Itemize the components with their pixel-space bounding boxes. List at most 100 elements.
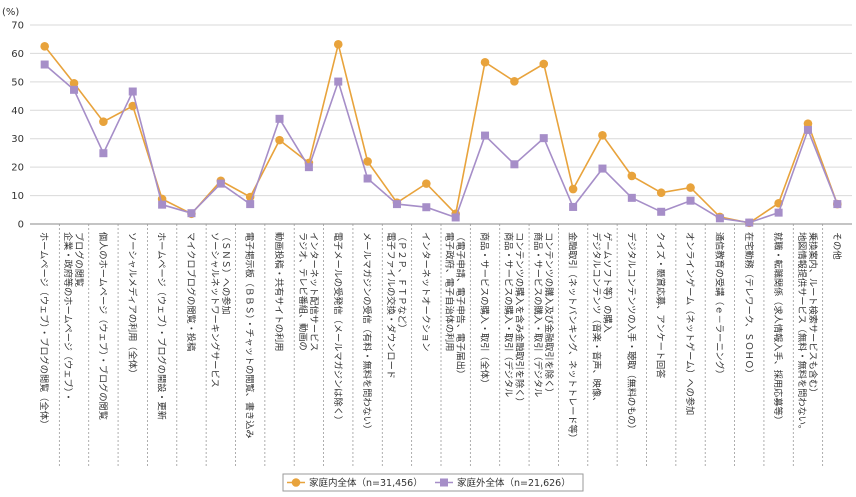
category-label: 金融取引（ネットバンキング、ネットトレード等） (567, 232, 579, 443)
category-label: 企業・政府等のホームページ（ウェブ）・ (62, 232, 74, 402)
data-point (510, 160, 519, 169)
category-label: 地図情報提供サービス（無料・無料を問わない。 (796, 232, 808, 434)
category-label: メールマガジンの受信（有料・無料を問わない） (361, 232, 373, 434)
data-point (833, 200, 842, 209)
category-label: オンラインゲーム（ネットゲーム）への参加 (684, 232, 696, 415)
data-point (627, 171, 637, 181)
legend-label: 家庭外全体（n=21,626） (457, 477, 571, 489)
category-label: 商品・サービスの購入・取引（デジタル (532, 232, 544, 397)
y-tick-label: 30 (11, 134, 24, 145)
data-point (598, 131, 607, 140)
y-tick-label: 40 (11, 106, 24, 117)
data-point (686, 196, 695, 205)
data-point (158, 200, 167, 209)
data-point (304, 163, 313, 172)
data-point (480, 57, 490, 67)
data-point (803, 119, 813, 128)
data-point (333, 40, 343, 49)
data-point (275, 114, 284, 123)
legend-label: 家庭内全体（n=31,456） (309, 477, 423, 489)
data-point (422, 179, 431, 188)
category-label: 商品・サービスの購入・取引（デジタル (502, 232, 514, 397)
data-point (99, 117, 108, 126)
category-label: ブログの閲覧 (73, 232, 85, 287)
category-label: ラジオ、テレビ番組、動画の (297, 232, 309, 351)
legend-marker (440, 478, 448, 487)
data-point (657, 207, 666, 216)
data-point (99, 149, 108, 158)
y-tick-label: 20 (11, 163, 24, 174)
legend-box (282, 473, 584, 492)
data-point (69, 78, 79, 88)
data-point (40, 42, 49, 51)
series-line (44, 44, 839, 224)
data-point (128, 87, 137, 96)
y-axis-ticks: 0 10 20 30 40 50 60 70 (11, 21, 24, 231)
data-point (627, 193, 636, 202)
y-tick-label: 60 (11, 49, 24, 60)
data-point (275, 135, 284, 145)
category-label: 就職・転職関係（求人情報入手、採用応募等） (772, 232, 784, 425)
category-label: 電子ファイルの交換・ダウンロード (385, 232, 397, 379)
data-point (451, 213, 460, 222)
data-point (569, 202, 578, 211)
category-separators (58, 224, 824, 467)
category-label: ホームページ（ウェブ）・ブログの開設・更新 (156, 232, 168, 420)
y-axis-unit-label: (%) (2, 7, 19, 18)
category-label: 乗換案内、ルート検索サービスも含む） (807, 232, 819, 397)
series-group (40, 40, 842, 228)
data-point (568, 184, 578, 194)
gridlines (30, 24, 852, 225)
series-line (44, 63, 839, 224)
category-label: （電子申請、電子申告、電子届出） (455, 232, 467, 379)
category-label: 在宅勤務（テレワーク、ＳＯＨＯ） (743, 232, 755, 378)
category-label: マイクロブログの閲覧・投稿 (185, 232, 197, 351)
data-point (715, 214, 724, 223)
category-label: 電子政府、電子自治体の利用 (444, 232, 456, 351)
data-point (803, 125, 812, 134)
data-point (70, 85, 79, 94)
legend-marker (291, 478, 301, 487)
data-point (686, 183, 695, 192)
category-label: 動画投稿・共有サイトの利用 (273, 232, 285, 351)
data-point (363, 157, 372, 166)
data-point (774, 208, 783, 217)
data-point (510, 76, 519, 86)
data-point (481, 131, 490, 140)
data-point (187, 209, 196, 218)
category-label: 通信教育の受講（ｅ－ラーニング） (713, 232, 725, 379)
category-label: その他 (831, 232, 843, 260)
data-point (334, 77, 343, 86)
category-label: ソーシャルネットワーキングサービス (209, 232, 221, 388)
category-label: インターネット配信サービス (308, 232, 320, 351)
y-tick-label: 70 (11, 21, 24, 32)
data-point (422, 203, 431, 212)
y-tick-label: 0 (18, 220, 24, 231)
category-label: クイズ・懸賞応募、アンケート回答 (655, 232, 667, 378)
data-point (745, 218, 754, 227)
data-point (392, 200, 401, 209)
y-tick-label: 10 (11, 191, 24, 202)
data-point (363, 174, 372, 183)
data-point (128, 101, 138, 111)
category-label: ソーシャルメディアの利用（全体） (126, 232, 138, 378)
category-label: デジタルコンテンツの入手・聴取（無料のもの） (625, 232, 637, 434)
data-point (216, 179, 225, 188)
data-point (539, 134, 548, 143)
category-label: （Ｐ２Ｐ、ＦＴＰなど） (396, 232, 407, 333)
data-point (598, 164, 607, 173)
category-label: ゲームソフト等）の購入 (602, 232, 614, 333)
category-label: デジタルコンテンツ（音楽・音声、映像、 (591, 232, 603, 406)
category-label: 電子メールの受発信（メールマガジンは除く） (332, 232, 344, 425)
category-label: コンテンツの購入及び金融取引を除く） (543, 232, 555, 397)
legend: 家庭内全体（n=31,456） 家庭外全体（n=21,626） (282, 473, 584, 492)
data-point (246, 200, 255, 209)
category-label: 商品・サービスの購入・取引（全体） (479, 232, 491, 388)
series-2 (40, 60, 842, 227)
category-label: 電子掲示板（ＢＢＳ）・チャットの閲覧、書き込み (244, 232, 256, 439)
data-point (40, 60, 49, 69)
data-point (656, 188, 666, 198)
y-tick-label: 50 (11, 77, 24, 88)
category-label: 個人のホームページ（ウェブ）・ブログの閲覧 (97, 232, 109, 420)
